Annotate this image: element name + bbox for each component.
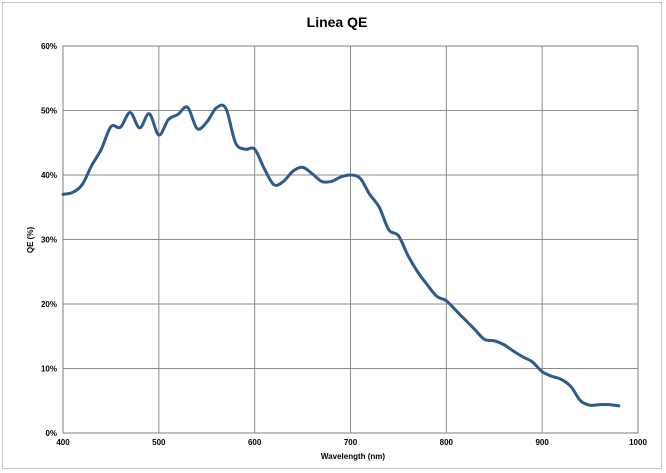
x-tick-label: 400 — [56, 438, 70, 447]
y-tick-label: 20% — [41, 300, 57, 309]
y-tick-label: 50% — [41, 107, 57, 116]
tick-labels: 400 500 600 700 800 900 1000 0% 10% 20% 30% 40% 50% 6… — [41, 42, 647, 447]
plot-area-border — [62, 45, 639, 434]
x-tick-label: 800 — [440, 438, 454, 447]
x-axis-label: Wavelength (nm) — [321, 452, 385, 461]
y-tick-label: 60% — [41, 42, 57, 51]
chart-title: Linea QE — [307, 14, 368, 30]
x-tick-label: 600 — [248, 438, 262, 447]
y-tick-label: 40% — [41, 171, 57, 180]
y-tick-label: 0% — [45, 429, 57, 438]
x-tick-label: 500 — [152, 438, 166, 447]
x-tick-label: 1000 — [629, 438, 647, 447]
chart-frame: Linea QE 400 500 600 700 800 900 1000 0% 10% 20% 3… — [2, 2, 662, 469]
qe-series-line — [61, 103, 621, 408]
y-axis-label: QE (%) — [26, 227, 35, 254]
qe-line-chart: Linea QE 400 500 600 700 800 900 1000 0% 10% 20% 3… — [26, 14, 647, 461]
x-tick-label: 900 — [535, 438, 549, 447]
y-tick-label: 30% — [41, 236, 57, 245]
data-series — [61, 103, 621, 408]
y-tick-label: 10% — [41, 365, 57, 374]
grid-lines — [62, 45, 639, 434]
x-tick-label: 700 — [344, 438, 358, 447]
